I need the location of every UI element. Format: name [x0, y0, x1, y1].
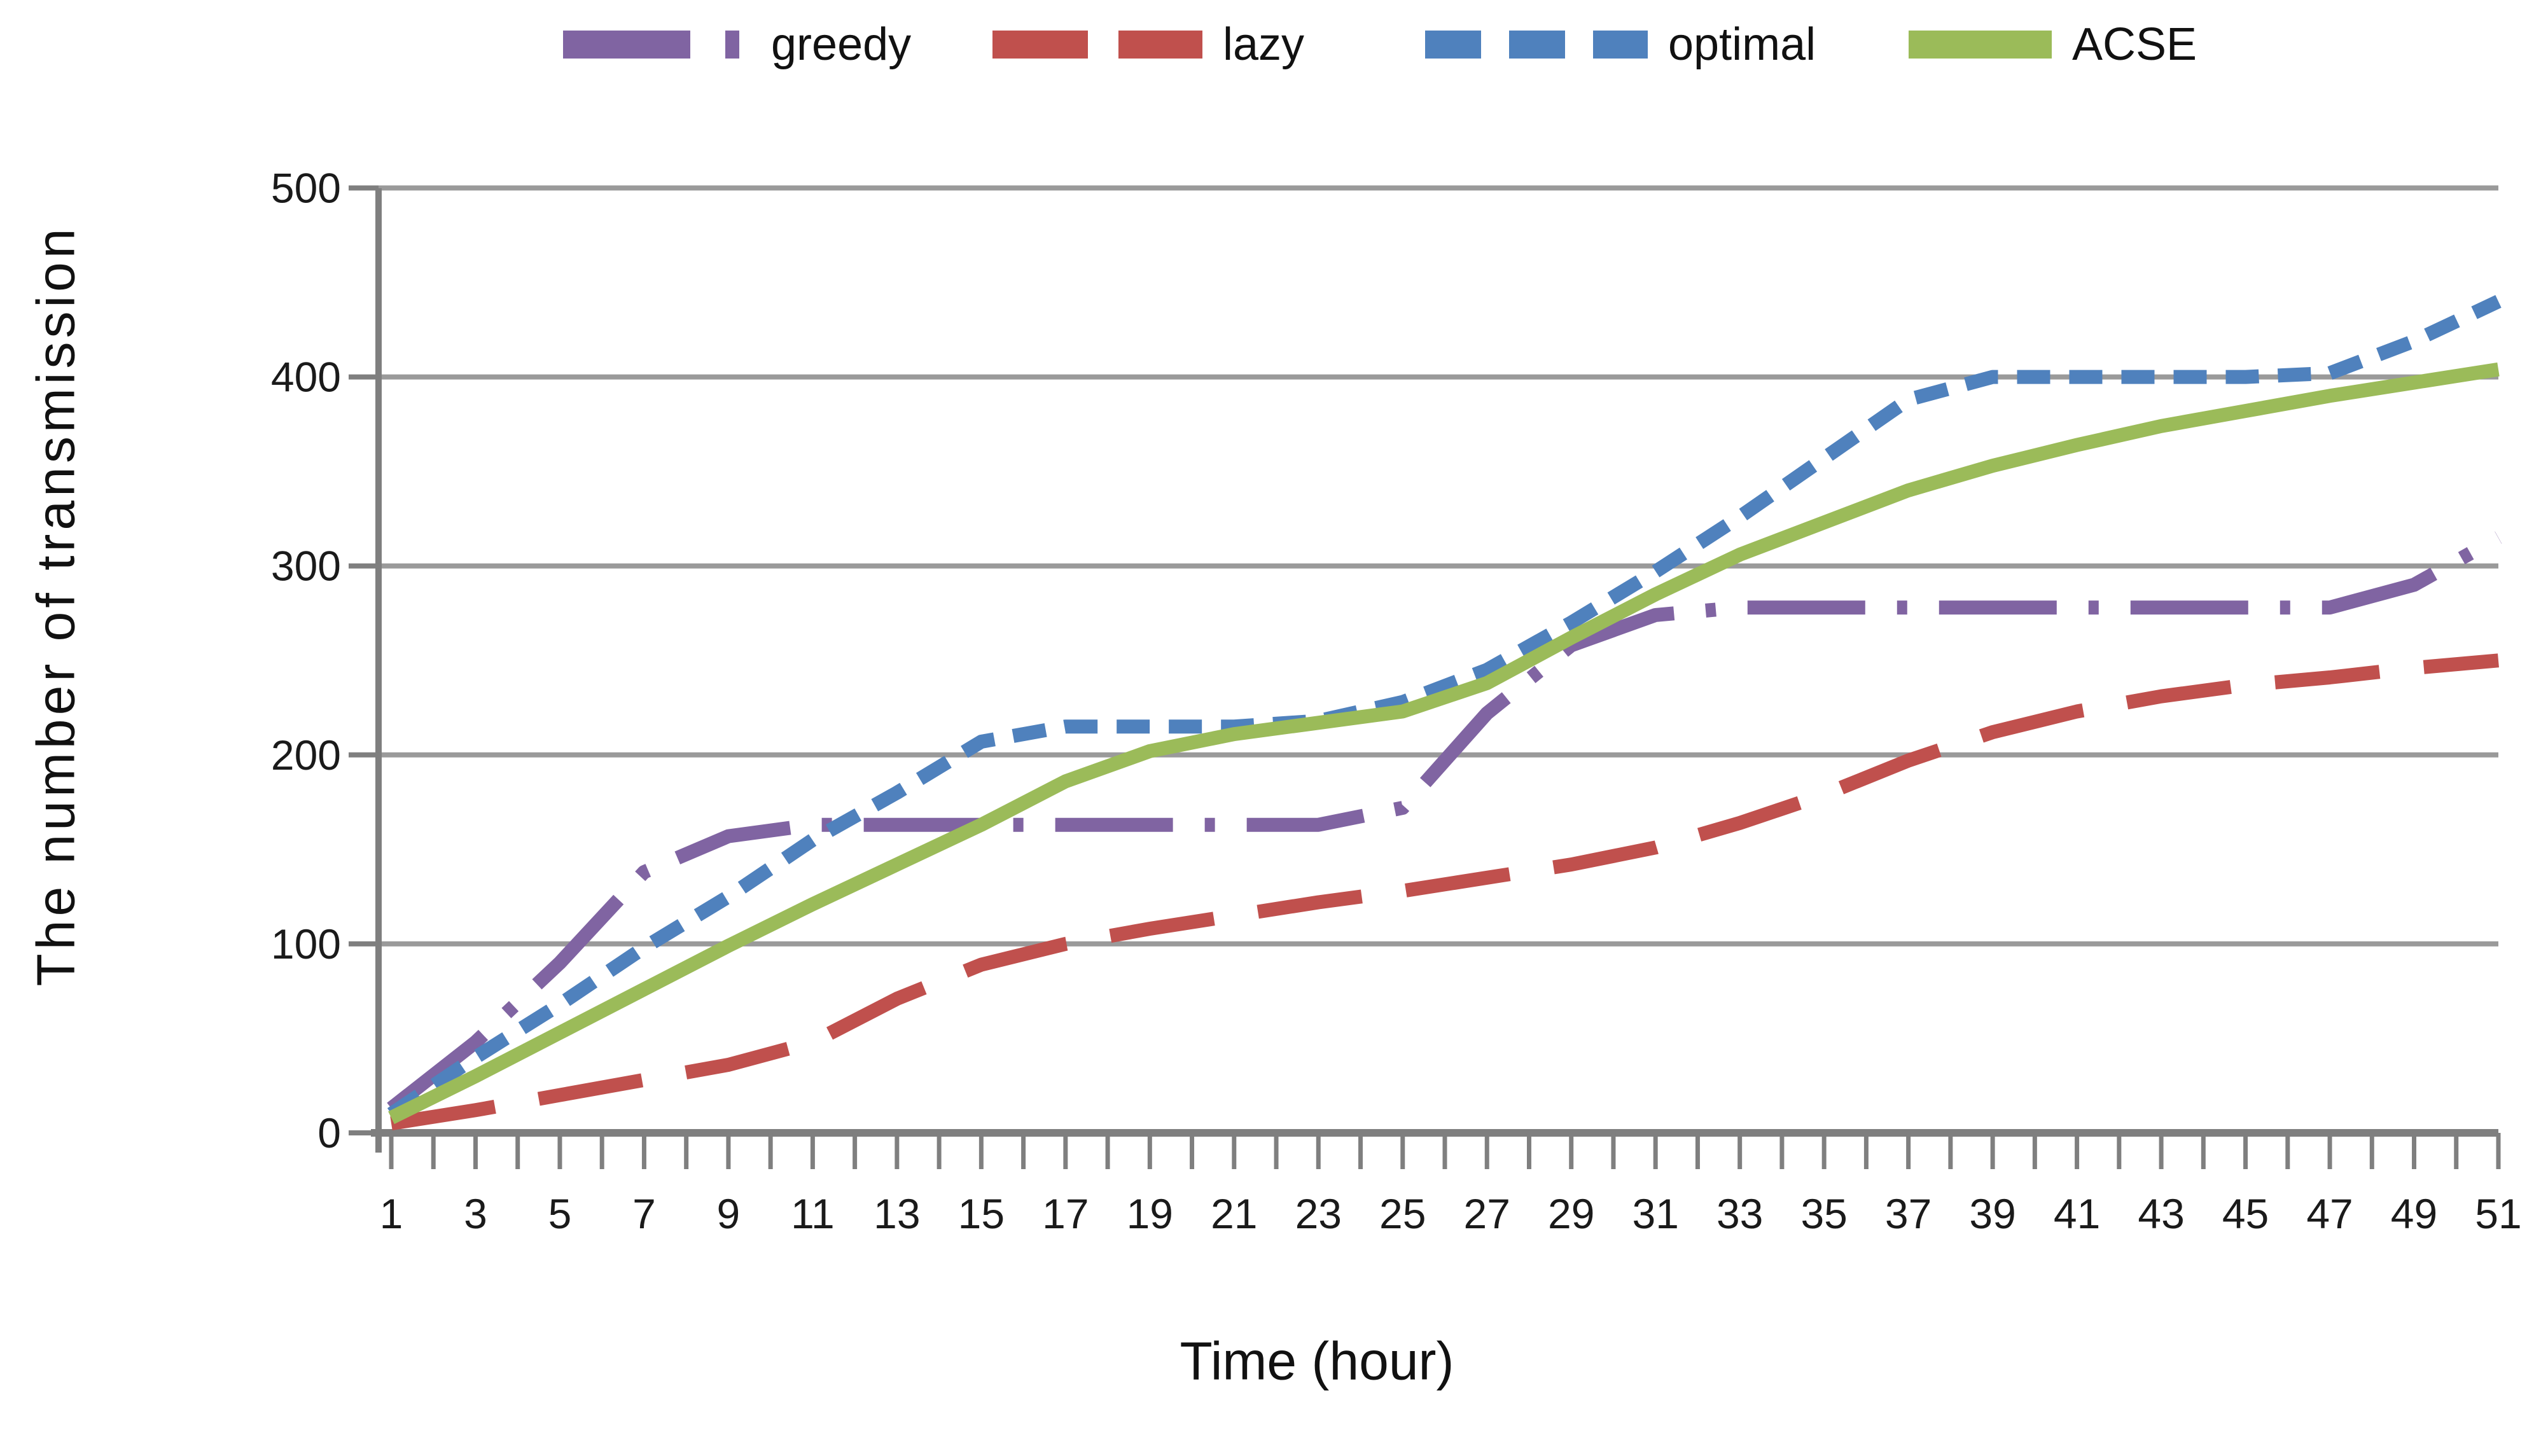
- x-tick-label: 17: [1042, 1190, 1089, 1237]
- legend-item-greedy: greedy: [563, 9, 911, 80]
- y-tick-label: 100: [271, 920, 341, 967]
- y-tick-label: 200: [271, 731, 341, 779]
- legend-line-sample-ACSE: [1909, 31, 2052, 59]
- legend-label: ACSE: [2072, 19, 2197, 70]
- x-tick-label: 29: [1548, 1190, 1594, 1237]
- x-tick-label: 23: [1295, 1190, 1342, 1237]
- x-tick-label: 21: [1211, 1190, 1257, 1237]
- x-axis-title: Time (hour): [1180, 1331, 1454, 1391]
- x-tick-label: 47: [2306, 1190, 2353, 1237]
- series-line-ACSE: [388, 362, 2500, 1125]
- x-tick-label: 5: [548, 1190, 572, 1237]
- x-tick-label: 43: [2138, 1190, 2184, 1237]
- x-tick-label: 31: [1632, 1190, 1678, 1237]
- x-tick-label: 41: [2054, 1190, 2100, 1237]
- x-tick-label: 37: [1885, 1190, 1932, 1237]
- x-tick-label: 49: [2391, 1190, 2437, 1237]
- x-tick-label: 11: [791, 1190, 835, 1237]
- y-tick-label: 400: [271, 354, 341, 401]
- x-tick-label: 25: [1379, 1190, 1426, 1237]
- series-line-optimal: [387, 295, 2502, 1120]
- x-tick-label: 13: [874, 1190, 920, 1237]
- y-tick-label: 0: [317, 1109, 341, 1156]
- x-tick-label: 27: [1464, 1190, 1510, 1237]
- x-tick-label: 7: [632, 1190, 656, 1237]
- x-tick-label: 33: [1716, 1190, 1763, 1237]
- y-tick-label: 300: [271, 543, 341, 590]
- legend-label: greedy: [771, 19, 912, 70]
- series-line-lazy: [390, 653, 2499, 1130]
- chart-legend: greedy lazy optimal ACSE: [0, 9, 2534, 80]
- x-tick-label: 1: [380, 1190, 403, 1237]
- x-tick-label: 51: [2475, 1190, 2521, 1237]
- legend-item-lazy: lazy: [992, 9, 1304, 80]
- legend-item-ACSE: ACSE: [1909, 9, 2197, 80]
- x-tick-label: 3: [464, 1190, 487, 1237]
- legend-line-sample-optimal: [1425, 31, 1648, 59]
- legend-label: optimal: [1668, 19, 1816, 70]
- x-tick-label: 9: [717, 1190, 741, 1237]
- x-tick-label: 19: [1127, 1190, 1173, 1237]
- y-axis-title: The number of transmission: [25, 225, 86, 987]
- x-tick-label: 35: [1800, 1190, 1847, 1237]
- series-line-greedy: [387, 531, 2502, 1114]
- legend-line-sample-greedy: [563, 31, 751, 59]
- legend-label: lazy: [1223, 19, 1305, 70]
- x-tick-label: 39: [1969, 1190, 2015, 1237]
- legend-line-sample-lazy: [992, 31, 1202, 59]
- x-tick-label: 15: [958, 1190, 1005, 1237]
- x-tick-label: 45: [2222, 1190, 2269, 1237]
- legend-item-optimal: optimal: [1425, 9, 1816, 80]
- y-tick-label: 500: [271, 165, 341, 212]
